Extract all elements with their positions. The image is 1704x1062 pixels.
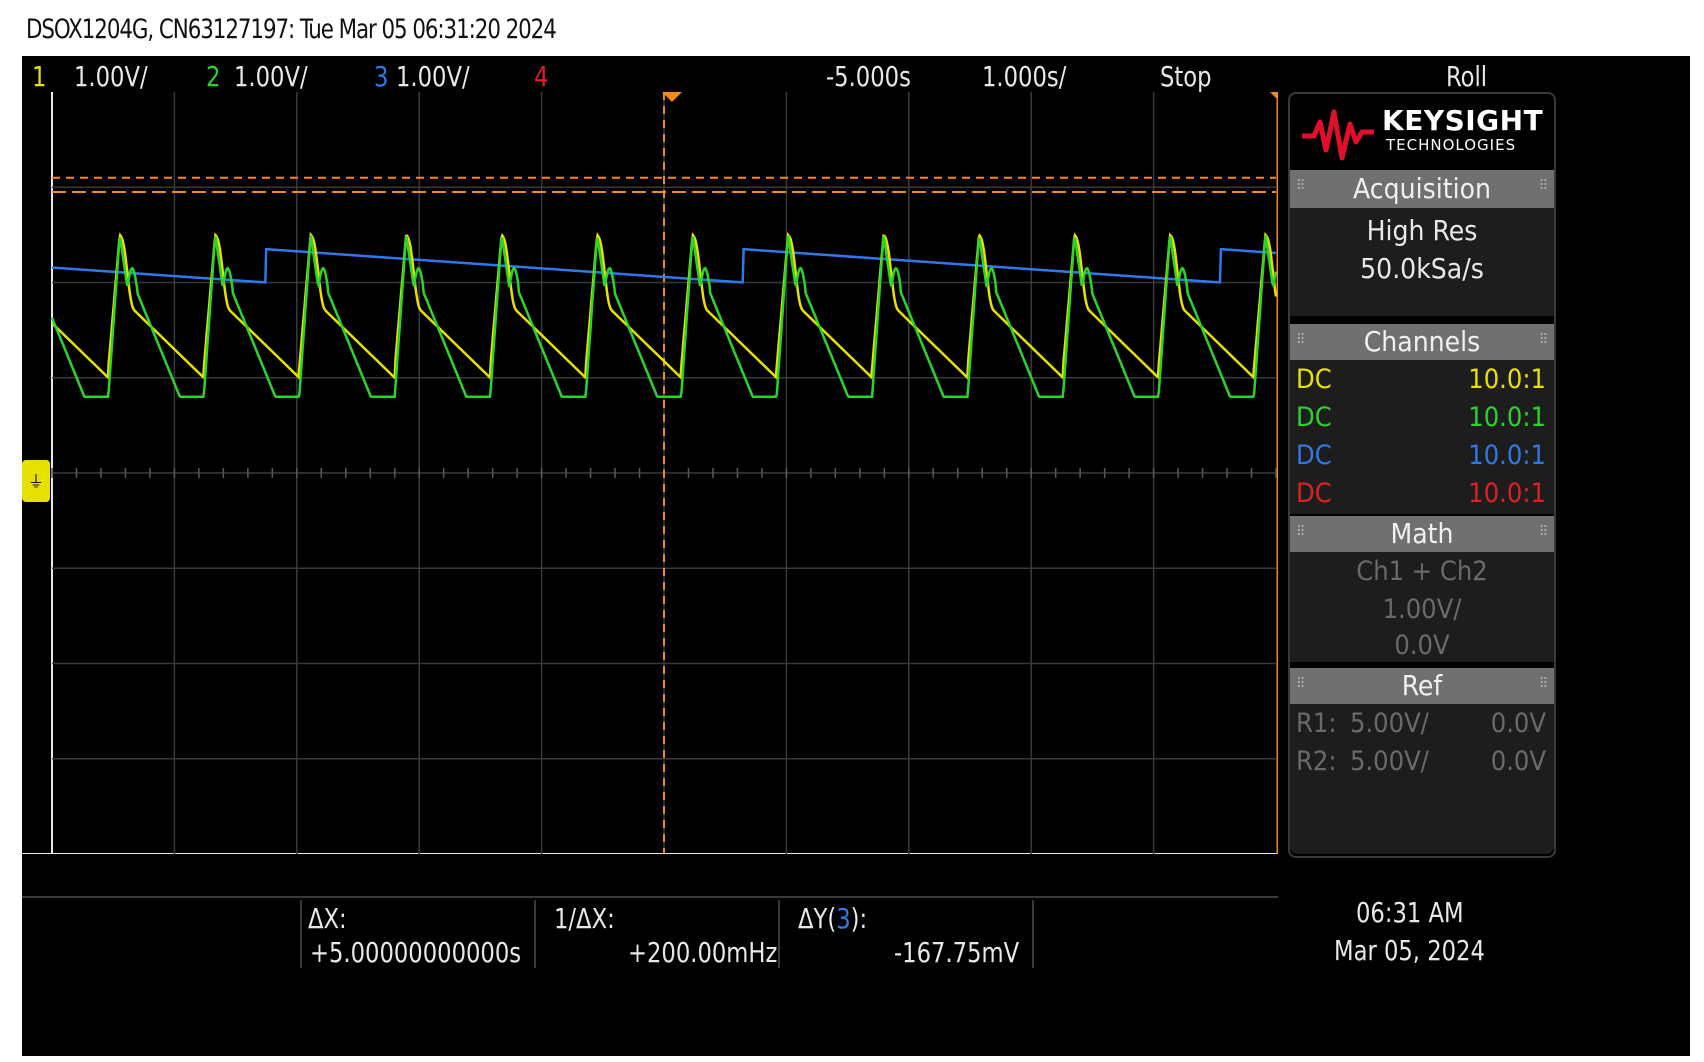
delta-y-value[interactable]: -167.75mV [894, 936, 1020, 969]
math-function: Ch1 + Ch2 [1356, 556, 1488, 587]
math-section[interactable]: ⠿ Math ⠿ Ch1 + Ch2 1.00V/ 0.0V [1290, 516, 1554, 662]
keysight-logo: KEYSIGHT TECHNOLOGIES [1290, 94, 1554, 168]
timebase-scale[interactable]: 1.000s/ [982, 60, 1067, 93]
r1-offset: 0.0V [1490, 708, 1546, 739]
grip-icon: ⠿ [1296, 524, 1306, 540]
panel-frame: KEYSIGHT TECHNOLOGIES ⠿ Acquisition ⠿ Hi… [1288, 92, 1556, 858]
math-scale: 1.00V/ [1382, 594, 1462, 625]
inverse-delta-x-value[interactable]: +200.00mHz [628, 936, 778, 969]
run-state[interactable]: Stop [1160, 60, 1212, 93]
svg-text:⏚: ⏚ [28, 472, 44, 491]
channels-section[interactable]: ⠿ Channels ⠿ DC 10.0:1 DC 10.0:1 DC 10.0… [1290, 324, 1554, 514]
ch1-number[interactable]: 1 [32, 60, 47, 93]
r2-offset: 0.0V [1490, 746, 1546, 777]
r2-scale: 5.00V/ [1350, 746, 1429, 777]
delta-y-label: ΔY(3): [798, 902, 868, 935]
logo-title: KEYSIGHT [1382, 104, 1544, 137]
keysight-wave-icon [1302, 109, 1374, 161]
r1-scale: 5.00V/ [1350, 708, 1429, 739]
sample-rate: 50.0kSa/s [1360, 252, 1484, 285]
ch3-probe: 10.0:1 [1468, 440, 1546, 471]
window-title: DSOX1204G, CN63127197: Tue Mar 05 06:31:… [26, 14, 557, 45]
ch3-number[interactable]: 3 [374, 60, 389, 93]
ch1-probe: 10.0:1 [1468, 364, 1546, 395]
acquisition-section[interactable]: ⠿ Acquisition ⠿ High Res 50.0kSa/s [1290, 170, 1554, 316]
top-status-bar: 1 1.00V/ 2 1.00V/ 3 1.00V/ 4 -5.000s 1.0… [22, 56, 1690, 93]
math-offset: 0.0V [1394, 630, 1450, 661]
measurement-bar: ΔX: +5.00000000000s 1/ΔX: +200.00mHz ΔY(… [22, 856, 1690, 974]
r2-label: R2: [1296, 746, 1337, 777]
ch1-coupling: DC [1296, 364, 1332, 395]
trace-channel-2 [50, 235, 1278, 399]
traces [50, 232, 1278, 399]
oscilloscope-screen: 1 1.00V/ 2 1.00V/ 3 1.00V/ 4 -5.000s 1.0… [22, 56, 1690, 1056]
ch3-coupling: DC [1296, 440, 1332, 471]
grip-icon: ⠿ [1296, 178, 1306, 194]
cursors [52, 92, 1276, 854]
corner-marker [1270, 92, 1278, 100]
grip-icon: ⠿ [1296, 676, 1306, 692]
ch4-probe: 10.0:1 [1468, 478, 1546, 509]
waveform-display[interactable]: ⏚ [22, 92, 1278, 854]
ch2-probe: 10.0:1 [1468, 402, 1546, 433]
acquisition-mode-roll[interactable]: Roll [1446, 60, 1488, 93]
clock-time: 06:31 AM [1356, 896, 1464, 929]
delta-x-label: ΔX: [308, 902, 347, 935]
clock-date: Mar 05, 2024 [1334, 934, 1485, 967]
delta-x-value[interactable]: +5.00000000000s [310, 936, 522, 969]
acquisition-header: Acquisition [1353, 172, 1491, 205]
trigger-position-marker [662, 92, 682, 102]
grip-icon: ⠿ [1538, 524, 1548, 540]
horizontal-delay[interactable]: -5.000s [826, 60, 911, 93]
info-panel: KEYSIGHT TECHNOLOGIES ⠿ Acquisition ⠿ Hi… [1288, 92, 1556, 858]
acquisition-mode: High Res [1366, 214, 1478, 247]
grip-icon: ⠿ [1538, 332, 1548, 348]
math-header: Math [1390, 517, 1454, 550]
ch4-coupling: DC [1296, 478, 1332, 509]
ref-section[interactable]: ⠿ Ref ⠿ R1: 5.00V/ 0.0V R2: 5.00V/ 0.0V [1290, 668, 1554, 854]
r1-label: R1: [1296, 708, 1337, 739]
ch3-scale[interactable]: 1.00V/ [396, 60, 470, 93]
ch2-number[interactable]: 2 [206, 60, 221, 93]
channels-header: Channels [1363, 325, 1481, 358]
grip-icon: ⠿ [1296, 332, 1306, 348]
ground-marker[interactable]: ⏚ [22, 460, 50, 502]
ref-header: Ref [1401, 669, 1443, 702]
grip-icon: ⠿ [1538, 676, 1548, 692]
ch2-coupling: DC [1296, 402, 1332, 433]
ch4-number[interactable]: 4 [534, 60, 549, 93]
logo-subtitle: TECHNOLOGIES [1386, 136, 1517, 154]
inverse-delta-x-label: 1/ΔX: [554, 902, 615, 935]
ch1-scale[interactable]: 1.00V/ [74, 60, 148, 93]
ch2-scale[interactable]: 1.00V/ [234, 60, 308, 93]
grip-icon: ⠿ [1538, 178, 1548, 194]
